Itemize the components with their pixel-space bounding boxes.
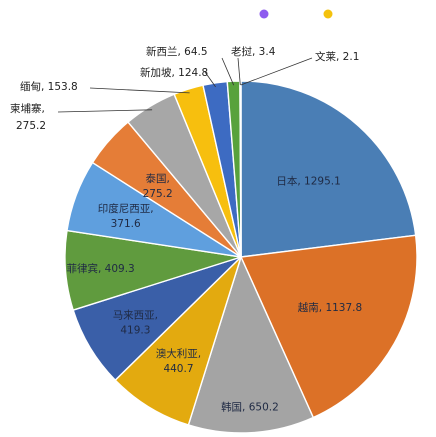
pie-slice-1 [240, 80, 417, 258]
slice-label-7-value: 371.6 [111, 218, 141, 230]
leader-line-12 [221, 57, 235, 86]
slice-label-13: 老挝, 3.4 [231, 45, 276, 58]
leader-line-9 [57, 109, 153, 113]
slice-label-9: 柬埔寨, [10, 102, 45, 115]
legend-marker-2 [323, 9, 333, 19]
slice-label-12: 新西兰, 64.5 [146, 45, 208, 58]
slice-label-7: 印度尼西亚, [98, 202, 154, 215]
leader-line-14 [240, 57, 313, 86]
slice-label-6: 菲律宾, 409.3 [66, 262, 134, 275]
slice-label-5-value: 419.3 [120, 324, 150, 336]
slice-label-2: 越南, 1137.8 [298, 301, 362, 314]
slice-label-5: 马来西亚, [113, 309, 158, 321]
slice-label-4: 澳大利亚, [156, 347, 201, 360]
leader-line-11 [204, 71, 216, 88]
slice-label-11: 新加坡, 124.8 [140, 66, 208, 79]
pie-slice-3 [187, 255, 315, 434]
leader-line-10 [89, 87, 190, 94]
leader-line-13 [237, 57, 241, 86]
slice-label-10: 缅甸, 153.8 [20, 80, 78, 93]
slice-label-9-value: 275.2 [16, 120, 46, 132]
slice-label-8-value: 275.2 [143, 188, 173, 200]
slice-label-14: 文莱, 2.1 [315, 50, 359, 63]
slice-label-8: 泰国, [145, 172, 169, 185]
slice-label-4-value: 440.7 [163, 363, 193, 375]
slice-label-3: 韩国, 650.2 [221, 400, 279, 413]
pie-slice-2 [239, 234, 418, 419]
legend-marker-1 [259, 9, 269, 19]
slice-label-1: 日本, 1295.1 [276, 174, 340, 187]
